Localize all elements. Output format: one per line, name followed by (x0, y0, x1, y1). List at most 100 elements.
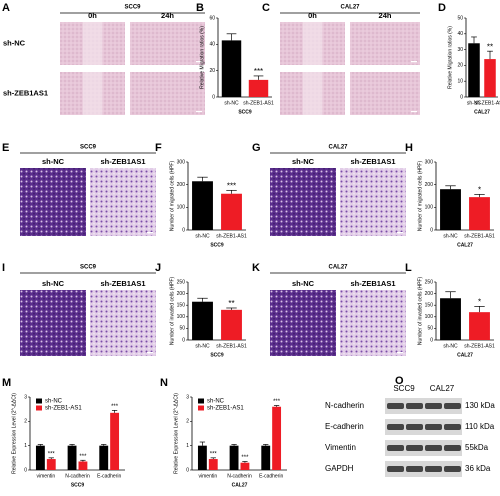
x-tick-label: sh-NC (443, 233, 458, 239)
size-label: 130 kDa (465, 401, 495, 410)
x-axis-label: CAL27 (457, 352, 473, 358)
band (444, 424, 461, 430)
scale-bar (411, 111, 417, 113)
scale-bar (147, 232, 153, 234)
panel-letter: F (155, 142, 162, 154)
y-tick-label: 150 (425, 303, 434, 309)
micrograph (90, 168, 156, 236)
scale-bar (196, 111, 202, 113)
y-tick-label: 300 (425, 159, 434, 165)
x-axis-label: CAL27 (232, 482, 248, 488)
significance: *** (273, 399, 281, 405)
y-tick-label: 0 (182, 337, 185, 343)
significance: *** (48, 451, 56, 457)
bar (78, 461, 88, 470)
bar (110, 412, 120, 470)
x-tick-label: sh-ZEB1-AS1 (216, 343, 247, 349)
blot-strip (385, 440, 462, 456)
panel-title: CAL27 (328, 145, 348, 151)
y-tick-label: 0 (182, 227, 185, 233)
legend-swatch (198, 405, 204, 411)
panel-title: CAL27 (328, 265, 348, 271)
y-tick-label: 50 (179, 326, 185, 332)
bar (248, 79, 269, 97)
panel-title: SCC9 (80, 265, 97, 271)
x-tick-label: vimentin (199, 473, 218, 479)
x-axis-label: SCC9 (210, 352, 224, 358)
y-tick-label: 200 (425, 182, 434, 188)
y-tick-label: 40 (209, 42, 215, 48)
legend-label: sh-ZEB1-AS1 (207, 406, 244, 412)
y-axis-label: Number of invaded cells (HPF) (169, 276, 175, 345)
y-tick-label: 0 (430, 227, 433, 233)
band (406, 445, 423, 451)
y-tick-label: 20 (209, 68, 215, 74)
column-label: sh-NC (42, 279, 65, 288)
column-label: sh-ZEB1AS1 (100, 279, 145, 288)
blot-strip (385, 461, 462, 477)
y-tick-label: 250 (425, 279, 434, 285)
bar (192, 301, 213, 340)
bar (440, 298, 461, 340)
column-label: sh-NC (292, 279, 315, 288)
y-tick-label: 100 (177, 314, 186, 320)
y-tick-label: 1 (186, 443, 189, 449)
protein-label: E-cadherin (325, 422, 364, 431)
panel-letter: N (160, 377, 168, 389)
band (387, 424, 404, 430)
panel-letter: I (2, 262, 5, 274)
column-label: 24h (379, 11, 392, 20)
y-tick-label: 0 (460, 94, 463, 100)
panel-title: SCC9 (124, 5, 141, 11)
micrograph (340, 290, 406, 356)
y-axis-label: Relative Expression Level (2^-ΔΔCt) (11, 393, 17, 474)
y-tick-label: 2 (186, 419, 189, 425)
protein-label: GAPDH (325, 464, 354, 473)
y-tick-label: 250 (177, 279, 186, 285)
band (425, 403, 442, 409)
size-label: 36 kDa (465, 464, 491, 473)
panel-letter: O (395, 375, 404, 387)
panel-letter: J (155, 262, 161, 274)
panel-letter: B (196, 2, 204, 14)
x-tick-label: sh-ZEB1-AS1 (216, 233, 247, 239)
x-tick-label: N-cadherin (227, 473, 252, 479)
y-tick-label: 100 (425, 314, 434, 320)
band (387, 445, 404, 451)
y-tick-label: 2 (24, 419, 27, 425)
band (406, 466, 423, 472)
panel-letter: M (2, 377, 11, 389)
band (406, 403, 423, 409)
band (444, 403, 461, 409)
x-tick-label: sh-ZEB1-AS1 (464, 343, 495, 349)
bar (469, 312, 490, 340)
bar (208, 459, 218, 470)
y-tick-label: 30 (457, 47, 463, 53)
bar (229, 445, 239, 470)
y-tick-label: 10 (457, 79, 463, 85)
significance: *** (241, 455, 249, 461)
band (387, 403, 404, 409)
column-label: sh-NC (292, 157, 315, 166)
bar (221, 309, 242, 340)
legend-label: sh-ZEB1-AS1 (45, 406, 82, 412)
x-tick-label: sh-NC (443, 343, 458, 349)
x-axis-label: CAL27 (474, 109, 490, 115)
x-tick-label: sh-NC (467, 100, 482, 106)
y-tick-label: 150 (177, 303, 186, 309)
protein-label: N-cadherin (325, 401, 364, 410)
column-label: sh-ZEB1AS1 (350, 279, 395, 288)
panel-letter: K (252, 262, 260, 274)
blot-column-label: CAL27 (430, 384, 455, 393)
column-label: 24h (161, 11, 174, 20)
band (444, 445, 461, 451)
y-tick-label: 200 (177, 291, 186, 297)
bar (261, 445, 271, 470)
significance: *** (210, 451, 218, 457)
micrograph (20, 168, 86, 236)
y-axis-label: Relative Expression Level (2^-ΔΔCt) (173, 393, 179, 474)
x-axis-label: SCC9 (210, 242, 224, 248)
x-tick-label: E-cadherin (259, 473, 283, 479)
panel-title: SCC9 (80, 145, 97, 151)
